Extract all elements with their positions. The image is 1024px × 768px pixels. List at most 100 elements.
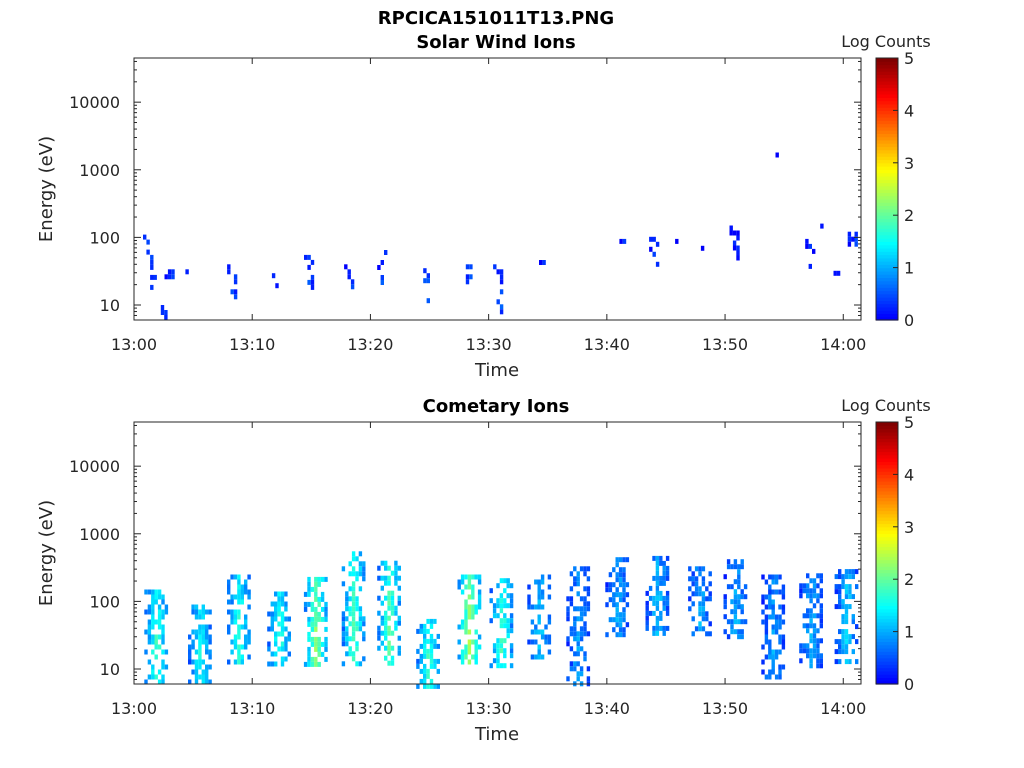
heatmap-cell <box>583 606 587 612</box>
heatmap-cell <box>566 676 570 682</box>
colorbar-swatch <box>876 58 898 62</box>
heatmap-cell <box>730 564 734 570</box>
heatmap-cell <box>198 659 202 665</box>
heatmap-cell <box>154 644 158 650</box>
heatmap-cell <box>841 584 845 590</box>
heatmap-cell <box>237 659 241 665</box>
heatmap-cell <box>583 566 587 572</box>
heatmap-cell <box>503 618 507 624</box>
colorbar-swatch <box>876 526 898 531</box>
heatmap-cell <box>569 571 574 577</box>
heatmap-cell <box>467 584 472 590</box>
heatmap-cell <box>812 578 817 584</box>
heatmap-cell <box>205 624 209 630</box>
heatmap-cell <box>144 609 148 615</box>
heatmap-cell <box>547 614 552 620</box>
colorbar-swatch <box>876 674 898 679</box>
heatmap-cell <box>586 601 591 607</box>
colorbar-swatch <box>876 569 898 574</box>
heatmap-cell <box>310 601 315 607</box>
heatmap-cell <box>583 611 587 617</box>
heatmap-cell <box>659 610 663 616</box>
heatmap-cell <box>539 260 543 265</box>
heatmap-cell <box>503 578 507 584</box>
heatmap-cell <box>761 594 765 600</box>
heatmap-cell <box>499 603 504 609</box>
heatmap-cell <box>274 651 278 657</box>
heatmap-cell <box>233 609 238 615</box>
heatmap-cell <box>537 589 541 595</box>
heatmap-cell <box>659 575 663 581</box>
heatmap-cell <box>499 638 504 644</box>
heatmap-cell <box>499 643 504 649</box>
heatmap-cell <box>161 634 165 640</box>
heatmap-cell <box>320 591 325 597</box>
heatmap-cell <box>506 628 510 634</box>
heatmap-cell <box>836 270 841 276</box>
heatmap-cell <box>151 604 155 610</box>
heatmap-cell <box>496 643 500 649</box>
heatmap-cell <box>433 643 437 649</box>
heatmap-cell <box>819 603 823 609</box>
heatmap-cell <box>230 614 234 620</box>
colorbar-swatch <box>876 625 898 629</box>
heatmap-cell <box>771 574 775 580</box>
heatmap-cell <box>355 646 359 652</box>
heatmap-cell <box>537 599 541 605</box>
heatmap-cell <box>855 624 859 630</box>
y-tick-label: 1000 <box>79 161 120 180</box>
heatmap-cell <box>540 594 545 600</box>
heatmap-cell <box>244 619 248 625</box>
heatmap-cell <box>474 609 478 615</box>
heatmap-cell <box>778 614 782 620</box>
heatmap-cell <box>615 622 619 628</box>
heatmap-cell <box>237 634 241 640</box>
heatmap-cell <box>230 649 234 655</box>
heatmap-cell <box>150 259 154 265</box>
heatmap-cell <box>280 641 285 647</box>
heatmap-cell <box>201 674 205 680</box>
heatmap-cell <box>457 654 461 660</box>
colorbar-swatch <box>876 559 898 564</box>
heatmap-cell <box>150 254 154 260</box>
colorbar-swatch <box>876 126 898 131</box>
heatmap-cell <box>426 628 430 634</box>
heatmap-cell <box>310 284 315 290</box>
heatmap-cell <box>314 586 318 592</box>
heatmap-cell <box>774 579 779 585</box>
colorbar-swatch <box>876 497 898 502</box>
heatmap-cell <box>205 649 209 655</box>
heatmap-cell <box>164 604 169 610</box>
heatmap-cell <box>622 607 626 613</box>
colorbar-swatch <box>876 67 898 72</box>
heatmap-cell <box>161 609 165 615</box>
heatmap-cell <box>150 284 154 290</box>
heatmap-cell <box>812 633 817 639</box>
heatmap-cell <box>474 654 478 660</box>
heatmap-cell <box>380 275 384 280</box>
heatmap-cell <box>314 591 318 597</box>
heatmap-cell <box>345 631 349 637</box>
heatmap-cell <box>426 668 430 674</box>
heatmap-cell <box>732 245 737 251</box>
heatmap-cell <box>157 679 162 685</box>
heatmap-cell <box>477 589 482 595</box>
heatmap-cell <box>625 592 630 598</box>
y-tick-label: 10000 <box>69 93 120 112</box>
panel-title: Cometary Ions <box>423 396 570 417</box>
heatmap-cell <box>841 619 845 625</box>
colorbar-swatch <box>876 231 898 236</box>
heatmap-cell <box>237 579 241 585</box>
heatmap-cell <box>622 597 626 603</box>
heatmap-cell <box>240 624 244 630</box>
colorbar-swatch <box>876 179 898 184</box>
heatmap-cell <box>547 634 552 640</box>
colorbar-swatch <box>876 143 898 148</box>
heatmap-cell <box>423 668 427 674</box>
heatmap-cell <box>154 599 158 605</box>
heatmap-cell <box>499 269 504 275</box>
heatmap-cell <box>419 658 423 664</box>
heatmap-cell <box>377 625 381 631</box>
colorbar-swatch <box>876 172 898 177</box>
heatmap-cell <box>244 644 248 650</box>
